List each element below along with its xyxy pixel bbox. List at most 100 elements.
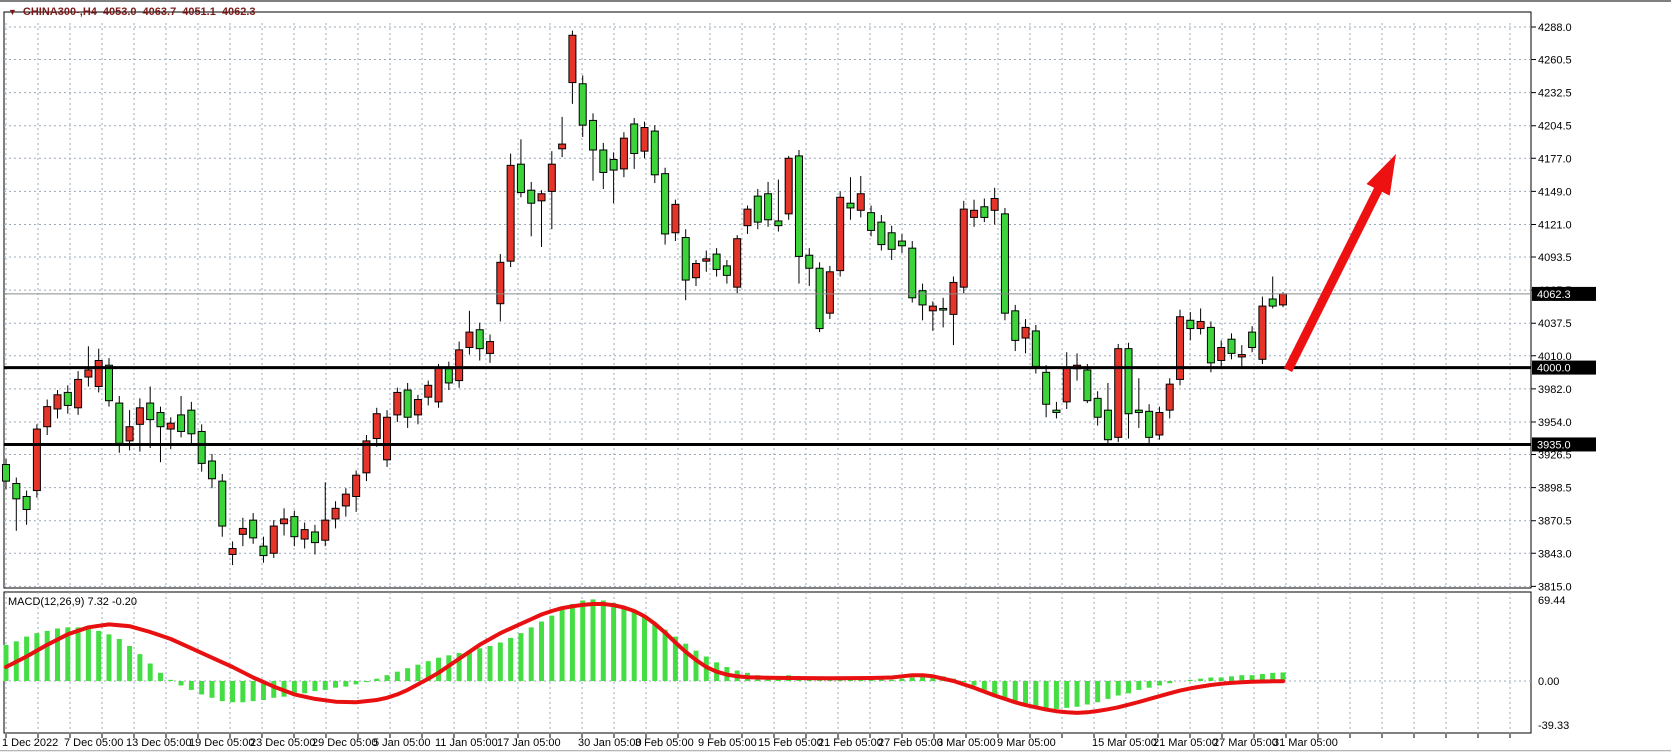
- price-axis-label: 3982.0: [1538, 384, 1572, 396]
- symbol-period-label: CHINA300-,H4: [22, 6, 97, 18]
- candle-bullish: [74, 378, 83, 409]
- candle-bearish: [403, 389, 412, 418]
- time-axis-label: 27 Feb 05:00: [878, 737, 943, 749]
- candle-bullish: [1114, 348, 1123, 438]
- candle-bearish: [712, 253, 721, 270]
- candle-bullish: [784, 157, 793, 215]
- candle-bearish: [722, 265, 731, 276]
- time-axis-label: 9 Feb 05:00: [698, 737, 757, 749]
- candle-bearish: [146, 402, 155, 421]
- price-axis-label: 4093.5: [1538, 252, 1572, 264]
- candle-bearish: [764, 193, 773, 221]
- candle-bearish: [980, 206, 989, 218]
- candle-bearish: [475, 329, 484, 350]
- candle-bullish: [1155, 412, 1164, 436]
- candle-bullish: [341, 493, 350, 507]
- candle-bearish: [1083, 369, 1092, 402]
- time-axis-label: 1 Dec 2022: [2, 737, 58, 749]
- candle-bearish: [897, 240, 906, 247]
- price-axis-label: 3926.5: [1538, 450, 1572, 462]
- price-axis-label: 4037.5: [1538, 318, 1572, 330]
- candle-bullish: [949, 281, 958, 315]
- candle-bearish: [794, 155, 803, 257]
- candle-bearish: [104, 364, 113, 402]
- candle-bullish: [84, 369, 93, 378]
- candle-bearish: [197, 430, 206, 464]
- current-price-badge: [1532, 286, 1596, 301]
- candle-bearish: [187, 409, 196, 435]
- price-axis-label: 3954.0: [1538, 417, 1572, 429]
- candle-bearish: [249, 519, 258, 539]
- candle-bullish: [362, 440, 371, 474]
- candle-bearish: [1145, 410, 1154, 438]
- candle-bearish: [1031, 330, 1040, 367]
- candle-bearish: [1042, 371, 1051, 405]
- candle-bullish: [393, 391, 402, 416]
- candle-bullish: [53, 394, 62, 410]
- candle-bullish: [1176, 316, 1185, 380]
- price-level-badge-text: 4000.0: [1537, 363, 1571, 375]
- candle-bearish: [12, 482, 21, 500]
- candle-bullish: [1165, 383, 1174, 411]
- time-axis-label: 15 Mar 05:00: [1092, 737, 1157, 749]
- candle-bearish: [609, 158, 618, 171]
- candle-bearish: [1052, 409, 1061, 414]
- candle-bullish: [1062, 367, 1071, 403]
- candle-bearish: [1134, 409, 1143, 414]
- candle-bearish: [867, 212, 876, 231]
- time-axis-label: 27 Mar 05:00: [1213, 737, 1278, 749]
- candle-bullish: [125, 426, 134, 442]
- candle-bullish: [372, 413, 381, 440]
- candle-bullish: [228, 548, 237, 555]
- ohlc-high-value: 4063.7: [142, 6, 177, 18]
- candle-bearish: [650, 130, 659, 176]
- time-axis-label: 31 Mar 05:00: [1273, 737, 1338, 749]
- candle-bearish: [1206, 326, 1215, 364]
- candle-bullish: [537, 193, 546, 202]
- candle-bullish: [32, 428, 41, 492]
- candle-bullish: [856, 193, 865, 211]
- candle-bearish: [918, 290, 927, 306]
- candle-bearish: [846, 202, 855, 209]
- time-axis-label: 13 Dec 05:00: [126, 737, 191, 749]
- candle-bearish: [527, 189, 536, 204]
- candle-bullish: [1237, 354, 1246, 358]
- candle-bearish: [218, 480, 227, 527]
- candle-bearish: [1093, 397, 1102, 418]
- chart-expander-icon[interactable]: ▼: [8, 7, 17, 17]
- candle-bullish: [166, 422, 175, 430]
- price-axis-label: 4288.0: [1538, 22, 1572, 34]
- macd-axis-label: -39.33: [1538, 720, 1569, 732]
- macd-axis-label: 0.00: [1538, 676, 1559, 688]
- trend-arrow-shaft[interactable]: [1283, 182, 1385, 373]
- candle-bullish: [671, 203, 680, 234]
- candle-bearish: [1011, 310, 1020, 341]
- candle-bearish: [1268, 298, 1277, 307]
- candle-bearish: [661, 173, 670, 235]
- candle-bearish: [1103, 409, 1112, 441]
- candle-bearish: [177, 414, 186, 432]
- price-axis-label: 4010.0: [1538, 351, 1572, 363]
- price-axis-label: 4260.5: [1538, 55, 1572, 67]
- trend-arrow-head[interactable]: [1366, 154, 1396, 196]
- window-bottom-strip: [0, 750, 1671, 752]
- candle-bullish: [1021, 326, 1030, 339]
- candle-bullish: [733, 238, 742, 288]
- time-axis-label: 3 Mar 05:00: [937, 737, 996, 749]
- candle-bearish: [805, 254, 814, 269]
- candle-bullish: [970, 209, 979, 218]
- candle-bullish: [94, 359, 103, 388]
- candle-bullish: [269, 525, 278, 554]
- time-axis-label: 29 Dec 05:00: [312, 737, 377, 749]
- candle-bullish: [1217, 346, 1226, 361]
- candle-bearish: [877, 221, 886, 246]
- price-level-badge: [1532, 437, 1596, 452]
- candle-bullish: [434, 367, 443, 403]
- candle-bullish: [959, 208, 968, 288]
- candle-bearish: [1000, 213, 1009, 314]
- candle-bearish: [774, 220, 783, 227]
- candle-bearish: [908, 247, 917, 299]
- macd-indicator-label: MACD(12,26,9) 7.32 -0.20: [8, 596, 137, 608]
